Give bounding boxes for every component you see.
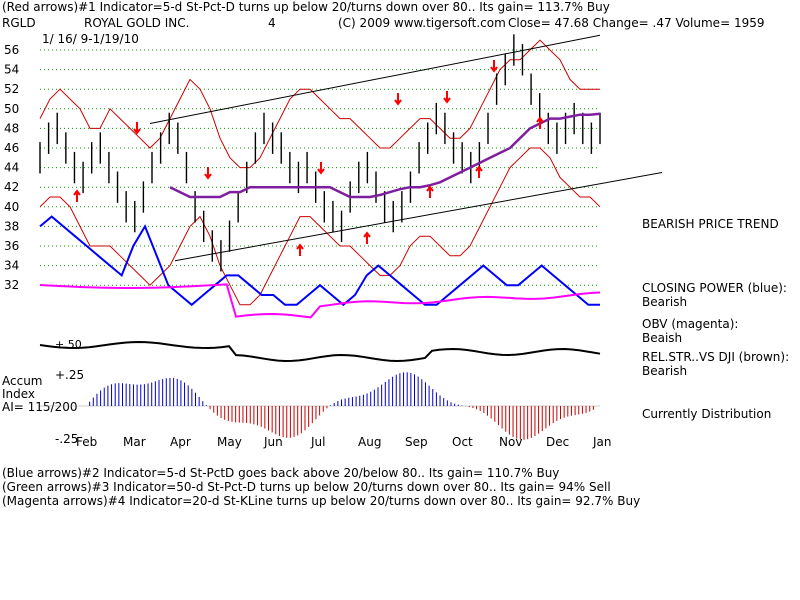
y-tick-label: 48 bbox=[4, 121, 19, 135]
footer-line-3: (Magenta arrows)#4 Indicator=20-d St-KLi… bbox=[2, 494, 641, 508]
label-obv-title: OBV (magenta): bbox=[642, 317, 739, 331]
relstr-series bbox=[39, 340, 601, 363]
lower-trend-line bbox=[174, 172, 663, 262]
buy-arrow-head bbox=[363, 231, 371, 238]
y-tick-label: 32 bbox=[4, 278, 19, 292]
upper-band-line bbox=[39, 39, 600, 169]
x-tick-label: Apr bbox=[170, 435, 191, 449]
header-line-1: (Red arrows)#1 Indicator=5-d St-Pct-D tu… bbox=[2, 0, 610, 14]
label-distribution: Currently Distribution bbox=[642, 407, 772, 421]
buy-arrow-head bbox=[536, 116, 544, 123]
accum-index bbox=[40, 372, 600, 440]
x-tick-label: May bbox=[217, 435, 242, 449]
y-tick-label: 54 bbox=[4, 63, 19, 77]
upper-trend-line bbox=[149, 34, 601, 124]
label-closing-power-title: CLOSING POWER (blue): bbox=[642, 281, 787, 295]
y-tick-label: 44 bbox=[4, 161, 19, 175]
y-tick-label: 50 bbox=[4, 102, 19, 116]
obv-line bbox=[39, 283, 601, 319]
x-tick-label: Feb bbox=[76, 435, 97, 449]
accum-tick-bottom: -.25 bbox=[55, 432, 79, 446]
accum-label-3: AI= 115/200 bbox=[2, 400, 78, 414]
y-tick-label: 40 bbox=[4, 200, 19, 214]
x-tick-label: Dec bbox=[546, 435, 569, 449]
x-tick-label: Jan bbox=[592, 435, 612, 449]
moving-average bbox=[169, 112, 601, 199]
x-tick-label: Nov bbox=[499, 435, 522, 449]
x-tick-label: Aug bbox=[358, 435, 381, 449]
buy-arrow-head bbox=[426, 185, 434, 192]
date-range: 1/ 16/ 9-1/19/10 bbox=[42, 32, 139, 46]
y-tick-label: 52 bbox=[4, 82, 19, 96]
sell-arrow-head bbox=[443, 97, 451, 104]
obv-series bbox=[39, 283, 601, 319]
buy-arrow-head bbox=[73, 189, 81, 196]
label-bearish-trend: BEARISH PRICE TREND bbox=[642, 217, 779, 231]
lower-band-line bbox=[39, 147, 601, 306]
trend-lines bbox=[149, 34, 663, 262]
y-tick-label: 36 bbox=[4, 239, 19, 253]
closing-power-series bbox=[39, 215, 600, 307]
signal-arrows bbox=[73, 60, 544, 256]
y-tick-label: 46 bbox=[4, 141, 19, 155]
bollinger-bands bbox=[39, 39, 601, 306]
chart-count: 4 bbox=[268, 16, 276, 30]
x-tick-label: Sep bbox=[405, 435, 428, 449]
label-relstr-title: REL.STR..VS DJI (brown): bbox=[642, 350, 790, 364]
company-name: ROYAL GOLD INC. bbox=[84, 16, 190, 30]
sell-arrow-head bbox=[317, 168, 325, 175]
label-relstr-value: Bearish bbox=[642, 364, 688, 378]
y-tick-label: 34 bbox=[4, 259, 19, 273]
footer-line-1: (Blue arrows)#2 Indicator=5-d St-PctD go… bbox=[2, 466, 560, 480]
label-obv-value: Beaish bbox=[642, 331, 683, 345]
label-closing-power-value: Bearish bbox=[642, 295, 688, 309]
sell-arrow-head bbox=[133, 128, 141, 135]
x-tick-label: Oct bbox=[452, 435, 473, 449]
moving-average-line bbox=[169, 112, 601, 199]
price-bars bbox=[39, 34, 601, 272]
buy-arrow-head bbox=[475, 165, 483, 172]
copyright: (C) 2009 www.tigersoft.com bbox=[338, 16, 506, 30]
accum-label-2: Index bbox=[2, 387, 36, 401]
ticker-symbol: RGLD bbox=[2, 16, 36, 30]
buy-arrow-head bbox=[296, 243, 304, 250]
relstr-line bbox=[39, 340, 601, 363]
x-tick-label: Jun bbox=[263, 435, 283, 449]
y-tick-label: 56 bbox=[4, 43, 19, 57]
accum-label-1: Accum bbox=[2, 374, 43, 388]
sell-arrow-head bbox=[490, 66, 498, 73]
closing-power-line bbox=[39, 215, 600, 307]
y-axis-ticks: 56 54 52 50 48 46 44 42 40 38 36 34 32 bbox=[4, 43, 19, 292]
x-tick-label: Mar bbox=[123, 435, 146, 449]
footer-line-2: (Green arrows)#3 Indicator=50-d St-Pct-D… bbox=[2, 480, 611, 494]
x-tick-label: Jul bbox=[310, 435, 325, 449]
close-info: Close= 47.68 Change= .47 Volume= 1959 bbox=[508, 16, 765, 30]
y-tick-label: 42 bbox=[4, 180, 19, 194]
sell-arrow-head bbox=[394, 99, 402, 106]
sell-arrow-head bbox=[204, 173, 212, 180]
x-axis-ticks: Feb Mar Apr May Jun Jul Aug Sep Oct Nov Dec Jan bbox=[76, 435, 612, 449]
y-tick-label: 38 bbox=[4, 219, 19, 233]
accum-tick-top: +.25 bbox=[55, 368, 85, 382]
